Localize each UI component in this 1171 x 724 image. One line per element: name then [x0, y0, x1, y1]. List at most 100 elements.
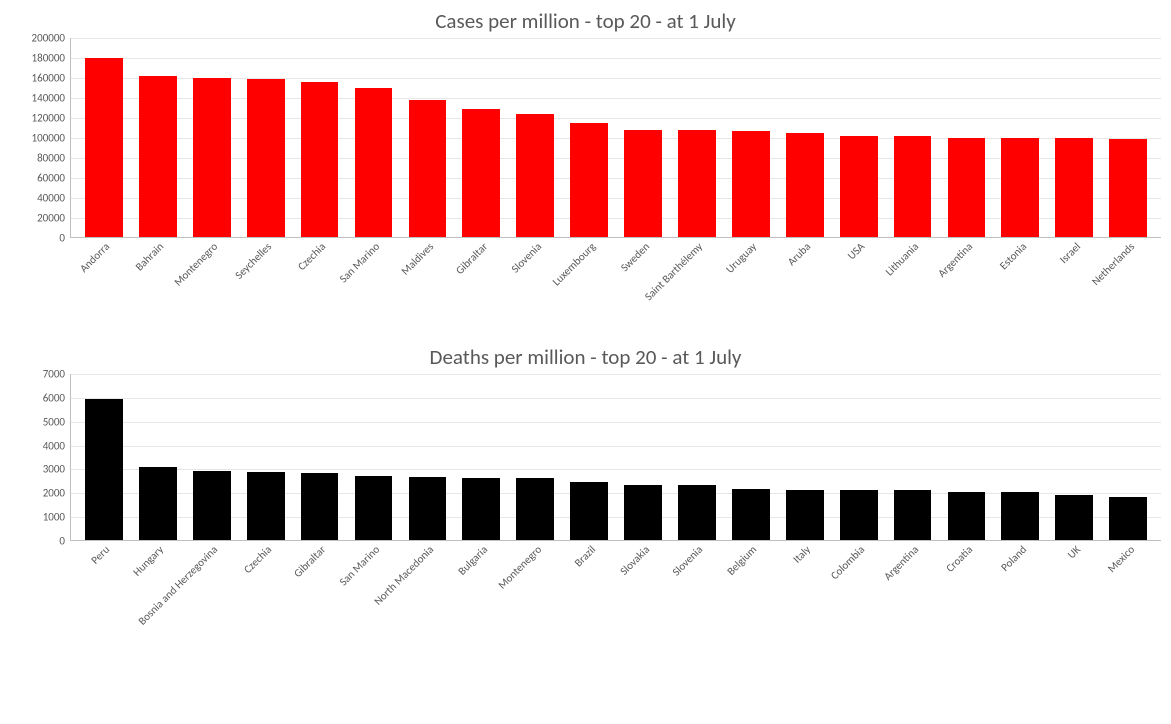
- plot-area: 01000200030004000500060007000: [70, 374, 1161, 541]
- bar: [139, 467, 177, 540]
- x-tick-label: Sweden: [618, 240, 652, 274]
- bar-slot: [347, 88, 401, 237]
- y-tick-label: 80000: [37, 152, 71, 165]
- x-tick-label: UK: [1065, 543, 1083, 561]
- y-tick-label: 100000: [32, 132, 71, 145]
- y-tick-label: 7000: [43, 368, 71, 381]
- bar: [948, 138, 986, 237]
- y-tick-label: 60000: [37, 172, 71, 185]
- bar: [678, 485, 716, 540]
- x-label-slot: Lithuania: [885, 238, 939, 336]
- bar-slot: [724, 131, 778, 237]
- x-label-slot: Argentina: [939, 238, 993, 336]
- x-tick-label: Maldives: [398, 240, 436, 278]
- bar-slot: [1047, 495, 1101, 540]
- bar-slot: [886, 136, 940, 237]
- x-label-slot: Israel: [1047, 238, 1101, 336]
- bar: [1001, 492, 1039, 540]
- bar-slot: [778, 490, 832, 540]
- x-tick-label: Slovenia: [670, 543, 706, 579]
- bar: [678, 130, 716, 237]
- bar-slot: [293, 473, 347, 540]
- x-tick-label: Slovenia: [508, 240, 544, 276]
- x-label-slot: Italy: [777, 541, 831, 681]
- y-tick-label: 140000: [32, 92, 71, 105]
- x-label-slot: Bosnia and Herzegovina: [184, 541, 238, 681]
- x-label-slot: Netherlands: [1101, 238, 1155, 336]
- bar-slot: [400, 477, 454, 540]
- x-label-slot: Czechia: [292, 238, 346, 336]
- chart-title: Cases per million - top 20 - at 1 July: [0, 8, 1171, 34]
- y-tick-label: 2000: [43, 487, 71, 500]
- bar: [301, 82, 339, 237]
- x-label-slot: Brazil: [562, 541, 616, 681]
- bar: [301, 473, 339, 540]
- bar-slot: [1101, 139, 1155, 237]
- bar-slot: [940, 138, 994, 237]
- bar: [516, 478, 554, 540]
- x-label-slot: Colombia: [831, 541, 885, 681]
- x-tick-label: Belgium: [725, 543, 760, 578]
- bar-slot: [1047, 138, 1101, 237]
- bar: [85, 58, 123, 237]
- x-tick-label: Hungary: [130, 543, 166, 579]
- bar-slot: [77, 399, 131, 540]
- bar: [1109, 497, 1147, 540]
- x-tick-label: Bahrain: [133, 240, 166, 273]
- bar-slot: [131, 76, 185, 237]
- bar: [624, 130, 662, 237]
- bar-slot: [670, 130, 724, 237]
- x-label-slot: Bulgaria: [454, 541, 508, 681]
- x-tick-label: Brazil: [571, 543, 597, 569]
- bar: [462, 109, 500, 237]
- bar: [624, 485, 662, 540]
- y-tick-label: 5000: [43, 415, 71, 428]
- bar-slot: [185, 78, 239, 237]
- x-tick-label: Andorra: [77, 240, 112, 275]
- chart-1: Deaths per million - top 20 - at 1 July0…: [0, 344, 1171, 681]
- bar: [516, 114, 554, 237]
- bar: [786, 133, 824, 237]
- x-label-slot: Slovenia: [669, 541, 723, 681]
- x-label-slot: Montenegro: [508, 541, 562, 681]
- x-label-slot: Slovenia: [508, 238, 562, 336]
- bar: [786, 490, 824, 540]
- bar-slot: [293, 82, 347, 237]
- x-label-slot: Saint Barthélemy: [669, 238, 723, 336]
- x-label-slot: Czechia: [238, 541, 292, 681]
- y-tick-label: 3000: [43, 463, 71, 476]
- bars-container: [71, 38, 1161, 237]
- bar: [948, 492, 986, 540]
- bar: [139, 76, 177, 237]
- bar: [85, 399, 123, 540]
- plot-area: 0200004000060000800001000001200001400001…: [70, 38, 1161, 238]
- x-label-slot: Croatia: [939, 541, 993, 681]
- bar-slot: [940, 492, 994, 540]
- y-tick-label: 1000: [43, 511, 71, 524]
- bar-slot: [454, 478, 508, 540]
- x-tick-label: Aruba: [785, 240, 813, 268]
- x-label-slot: Argentina: [885, 541, 939, 681]
- x-label-slot: Gibraltar: [292, 541, 346, 681]
- x-tick-label: Lithuania: [883, 240, 921, 278]
- y-tick-label: 20000: [37, 212, 71, 225]
- bar: [247, 79, 285, 237]
- x-tick-label: Croatia: [944, 543, 976, 575]
- x-label-slot: Luxembourg: [562, 238, 616, 336]
- bar: [1055, 138, 1093, 237]
- x-labels: PeruHungaryBosnia and HerzegovinaCzechia…: [70, 541, 1161, 681]
- bar: [732, 489, 770, 540]
- bar: [355, 476, 393, 540]
- y-tick-label: 6000: [43, 391, 71, 404]
- bar-slot: [993, 492, 1047, 540]
- x-tick-label: Gibraltar: [291, 543, 328, 580]
- x-tick-label: Estonia: [997, 240, 1029, 272]
- x-label-slot: San Marino: [346, 541, 400, 681]
- x-tick-label: Slovakia: [617, 543, 652, 578]
- x-label-slot: Maldives: [400, 238, 454, 336]
- x-label-slot: Montenegro: [184, 238, 238, 336]
- x-label-slot: Estonia: [993, 238, 1047, 336]
- bar-slot: [400, 100, 454, 237]
- x-tick-label: Argentina: [935, 240, 975, 280]
- bar: [409, 100, 447, 237]
